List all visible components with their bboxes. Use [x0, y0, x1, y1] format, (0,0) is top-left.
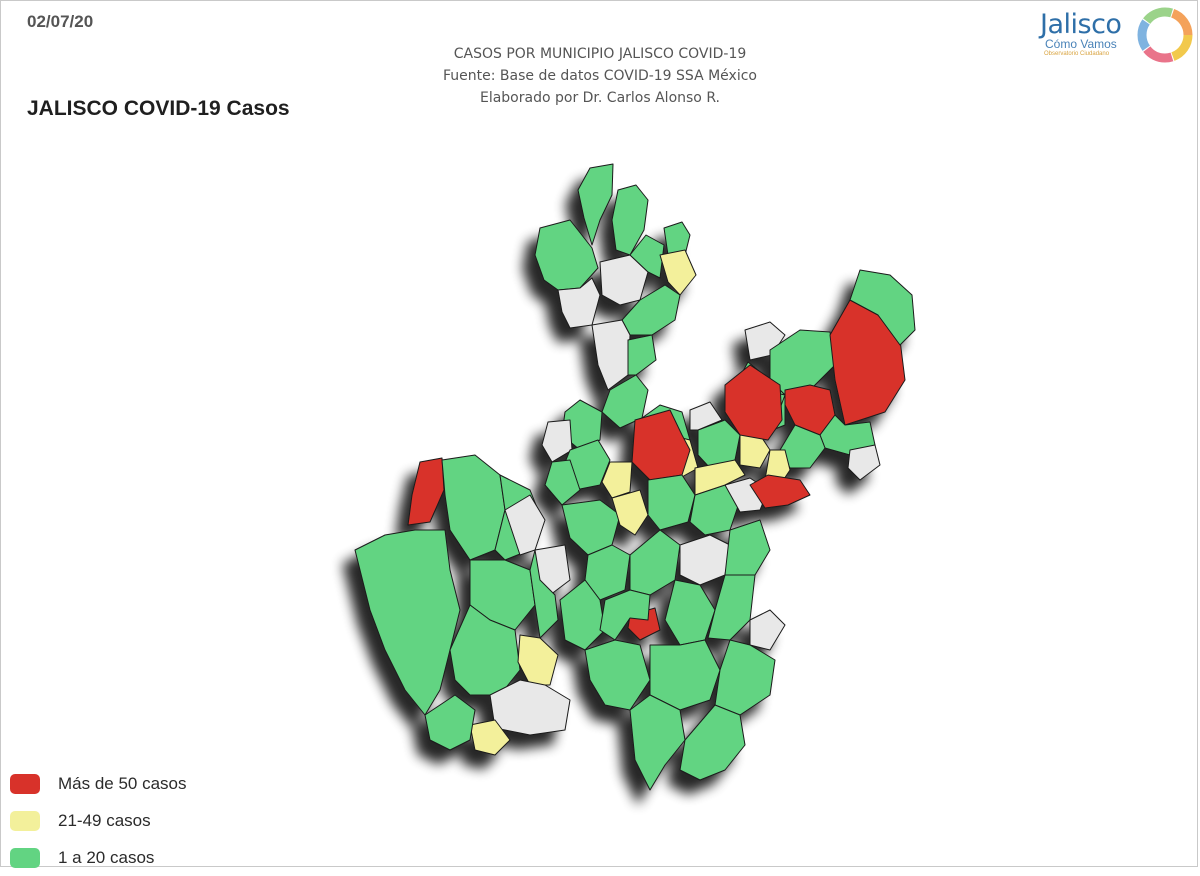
municipality-region — [629, 529, 681, 596]
jalisco-como-vamos-logo: Jalisco Cómo Vamos Observatorio Ciudadan… — [1035, 5, 1195, 63]
legend-item-high: Más de 50 casos — [10, 765, 187, 802]
municipality-region — [529, 549, 559, 639]
municipality-region — [557, 277, 601, 329]
municipality-region — [749, 474, 811, 509]
municipality-region — [664, 579, 716, 646]
municipality-region — [724, 519, 771, 576]
legend-label-mid: 21-49 casos — [58, 810, 151, 830]
municipality-region — [611, 489, 649, 536]
logo-subtitle: Cómo Vamos — [1045, 37, 1117, 51]
municipality-region — [541, 419, 573, 463]
legend-swatch-low — [10, 847, 40, 868]
page-title: JALISCO COVID-19 Casos — [27, 97, 290, 120]
municipality-region — [611, 184, 649, 256]
municipality-region — [591, 319, 631, 391]
municipality-region — [407, 457, 445, 526]
legend-label-low: 1 a 20 casos — [58, 847, 155, 867]
municipality-region — [647, 474, 696, 531]
municipality-region — [599, 589, 651, 641]
jalisco-municipality-map — [330, 150, 950, 810]
municipality-region — [707, 574, 756, 641]
date-label: 02/07/20 — [27, 12, 94, 31]
municipality-region — [544, 459, 581, 506]
logo-name: Jalisco — [1040, 9, 1122, 40]
municipality-region — [749, 609, 786, 651]
municipality-region — [441, 454, 506, 561]
municipality-region — [629, 694, 686, 791]
municipality-region — [724, 364, 783, 441]
map-header: CASOS POR MUNICIPIO JALISCO COVID-19 Fue… — [400, 43, 800, 109]
municipality-region — [631, 409, 691, 481]
legend-swatch-high — [10, 773, 40, 794]
municipality-region — [679, 534, 731, 586]
map-legend: Más de 50 casos 21-49 casos 1 a 20 casos — [10, 765, 187, 876]
municipality-region — [663, 221, 691, 256]
legend-swatch-mid — [10, 810, 40, 831]
municipality-region — [679, 704, 746, 781]
header-line-author: Elaborado por Dr. Carlos Alonso R. — [479, 90, 721, 106]
municipality-choropleth — [354, 163, 916, 791]
municipality-region — [424, 694, 476, 751]
municipality-region — [517, 634, 559, 686]
municipality-region — [584, 639, 651, 711]
municipality-region — [689, 401, 723, 431]
logo-ring-icon — [1137, 7, 1193, 63]
municipality-region — [577, 163, 614, 246]
municipality-region — [849, 269, 916, 346]
legend-item-low: 1 a 20 casos — [10, 839, 187, 876]
logo-tagline: Observatorio Ciudadano — [1044, 51, 1110, 57]
legend-item-mid: 21-49 casos — [10, 802, 187, 839]
municipality-region — [627, 334, 657, 376]
municipality-region — [659, 249, 697, 296]
header-line-title: CASOS POR MUNICIPIO JALISCO COVID-19 — [453, 46, 747, 62]
municipality-region — [354, 529, 461, 716]
municipality-region — [649, 639, 721, 711]
municipality-region — [449, 604, 521, 696]
municipality-region — [504, 494, 546, 556]
municipality-region — [694, 459, 746, 496]
municipality-region — [714, 639, 776, 716]
municipality-region — [847, 444, 881, 481]
municipality-region — [469, 719, 511, 756]
header-line-source: Fuente: Base de datos COVID-19 SSA Méxic… — [443, 68, 757, 84]
legend-label-high: Más de 50 casos — [58, 773, 187, 793]
